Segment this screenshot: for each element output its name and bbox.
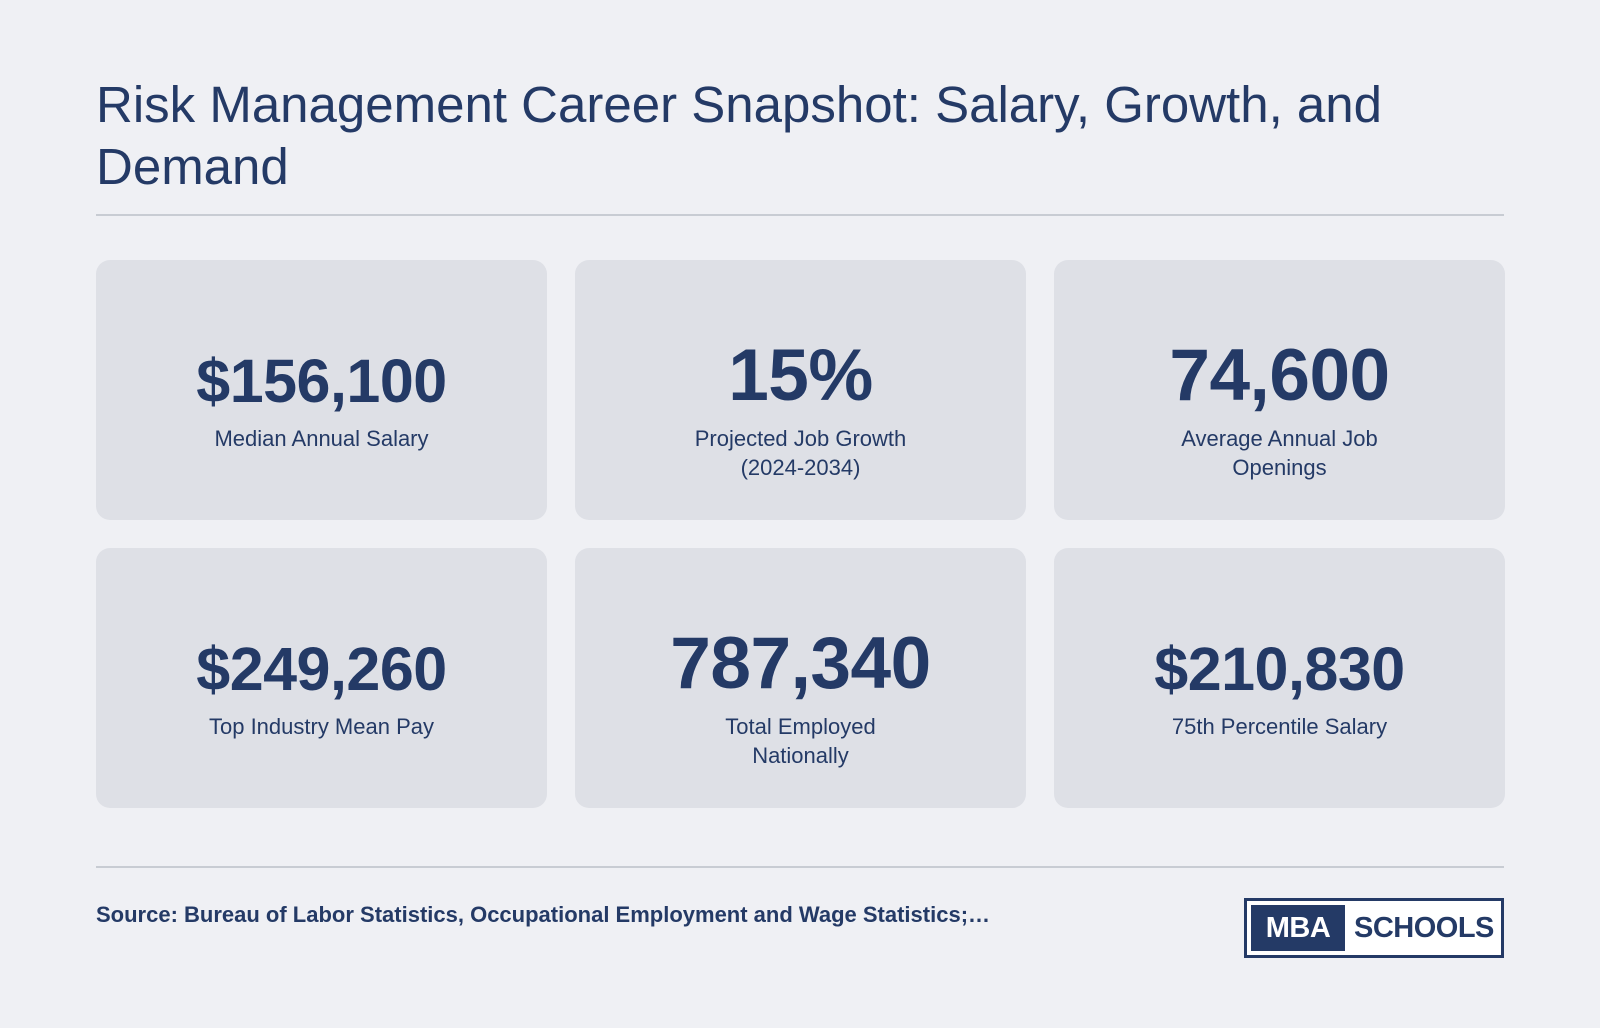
stat-label: Top Industry Mean Pay (208, 714, 434, 739)
stat-card-75th-percentile: $210,830 75th Percentile Salary (1054, 548, 1505, 808)
stat-card-job-openings: 74,600 Average Annual Job Openings (1054, 260, 1505, 520)
stat-label: 75th Percentile Salary (1171, 714, 1388, 739)
stat-value: $249,260 (196, 635, 447, 703)
mba-schools-logo[interactable]: MBA SCHOOLS (1244, 898, 1504, 958)
stat-card-median-salary: $156,100 Median Annual Salary (96, 260, 547, 520)
stat-value: $156,100 (196, 347, 447, 415)
header-divider (96, 214, 1504, 216)
stat-card-top-industry-pay: $249,260 Top Industry Mean Pay (96, 548, 547, 808)
stat-label: Average Annual Job Openings (1181, 426, 1378, 480)
stat-value: 74,600 (1169, 335, 1390, 416)
stat-card-total-employed: 787,340 Total Employed Nationally (575, 548, 1026, 808)
source-note: Source: Bureau of Labor Statistics, Occu… (96, 902, 991, 927)
logo-mba-block: MBA (1251, 905, 1345, 951)
stat-card-job-growth: 15% Projected Job Growth (2024-2034) (575, 260, 1026, 520)
stat-value: 15% (728, 335, 873, 416)
stat-value: $210,830 (1154, 635, 1405, 703)
stat-label: Total Employed Nationally (725, 714, 876, 768)
stat-value: 787,340 (670, 623, 931, 704)
page-title: Risk Management Career Snapshot: Salary,… (96, 76, 1383, 195)
footer-divider (96, 866, 1504, 868)
stat-label: Projected Job Growth (2024-2034) (694, 426, 907, 480)
stat-label: Median Annual Salary (214, 426, 429, 451)
logo-schools-text: SCHOOLS (1354, 911, 1494, 944)
